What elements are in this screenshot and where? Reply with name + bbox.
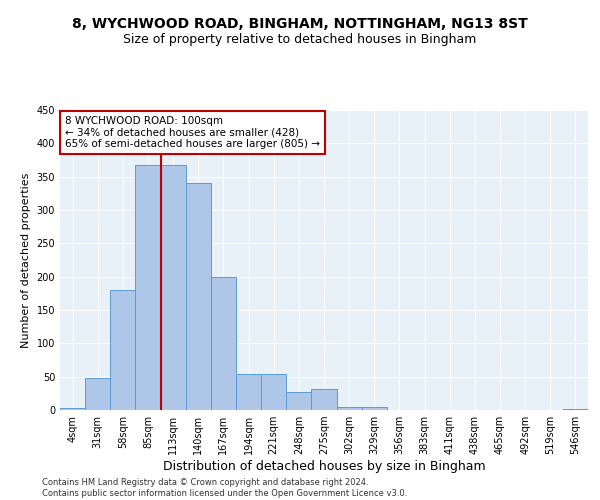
Text: Size of property relative to detached houses in Bingham: Size of property relative to detached ho… — [124, 32, 476, 46]
X-axis label: Distribution of detached houses by size in Bingham: Distribution of detached houses by size … — [163, 460, 485, 473]
Bar — [311, 390, 337, 410]
Bar — [85, 378, 110, 410]
Bar — [110, 290, 136, 410]
Bar — [261, 374, 286, 410]
Bar — [211, 278, 236, 410]
Bar — [236, 374, 261, 410]
Bar — [362, 406, 387, 410]
Bar — [161, 164, 186, 410]
Bar — [286, 392, 311, 410]
Bar — [337, 406, 362, 410]
Y-axis label: Number of detached properties: Number of detached properties — [21, 172, 31, 348]
Bar — [60, 408, 85, 410]
Bar — [136, 164, 161, 410]
Text: Contains HM Land Registry data © Crown copyright and database right 2024.
Contai: Contains HM Land Registry data © Crown c… — [42, 478, 407, 498]
Bar — [563, 408, 588, 410]
Bar — [186, 184, 211, 410]
Text: 8, WYCHWOOD ROAD, BINGHAM, NOTTINGHAM, NG13 8ST: 8, WYCHWOOD ROAD, BINGHAM, NOTTINGHAM, N… — [72, 18, 528, 32]
Text: 8 WYCHWOOD ROAD: 100sqm
← 34% of detached houses are smaller (428)
65% of semi-d: 8 WYCHWOOD ROAD: 100sqm ← 34% of detache… — [65, 116, 320, 149]
